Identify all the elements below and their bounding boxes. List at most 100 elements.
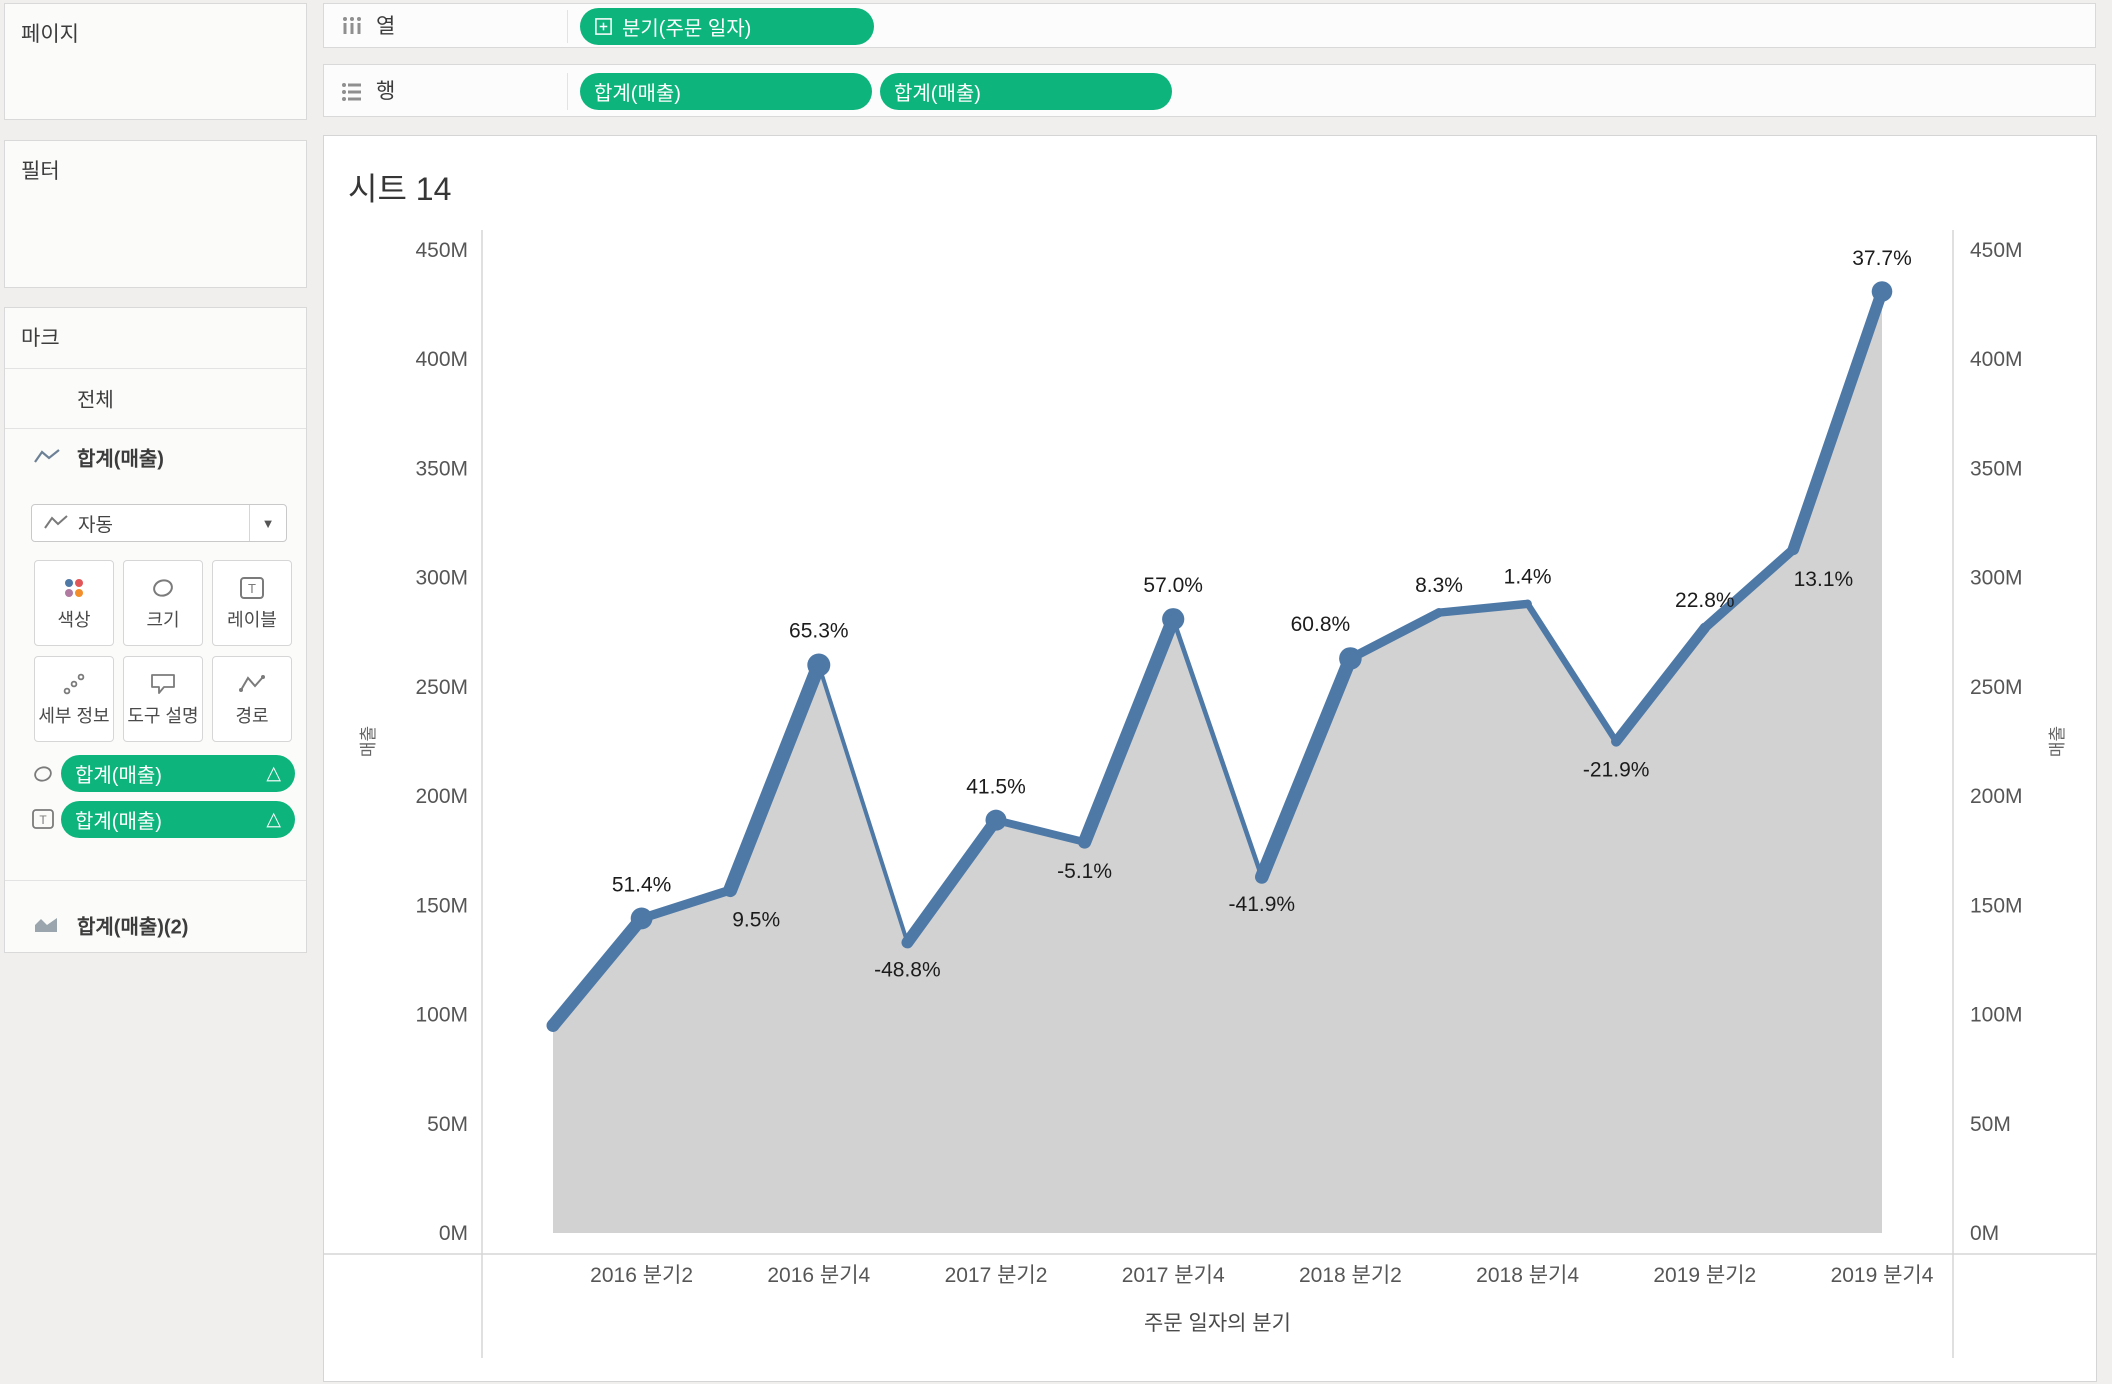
pages-shelf[interactable]: 페이지 <box>4 3 307 120</box>
label-button-label: 레이블 <box>227 610 277 630</box>
data-point-label: -21.9% <box>1583 759 1650 782</box>
y-axis-tick-right: 0M <box>1970 1222 1999 1245</box>
y-axis-tick-right: 250M <box>1970 676 2023 699</box>
data-point-marker[interactable] <box>1699 622 1710 634</box>
filters-shelf[interactable]: 필터 <box>4 140 307 288</box>
data-point-marker[interactable] <box>905 940 910 945</box>
size-icon <box>124 574 202 602</box>
divider <box>567 73 568 110</box>
y-axis-tick-right: 350M <box>1970 457 2023 480</box>
line-segment[interactable] <box>637 885 735 923</box>
size-pill-label: 합계(매출) <box>75 765 162 787</box>
mark-type-dropdown[interactable]: 자동 ▼ <box>31 504 287 542</box>
data-point-marker[interactable] <box>1871 281 1893 302</box>
pages-title: 페이지 <box>21 23 79 46</box>
detail-button[interactable]: 세부 정보 <box>34 656 114 742</box>
path-button[interactable]: 경로 <box>212 656 292 742</box>
rows-shelf[interactable]: 행 합계(매출) 합계(매출) <box>323 64 2096 117</box>
size-button-label: 크기 <box>146 610 180 630</box>
label-button[interactable]: T 레이블 <box>212 560 292 646</box>
rows-pill-sales-2[interactable]: 합계(매출) <box>880 73 1172 110</box>
y-axis-tick-right: 450M <box>1970 239 2023 262</box>
y-axis-tick-right: 300M <box>1970 567 2023 590</box>
x-axis-tick: 2019 분기2 <box>1653 1264 1756 1287</box>
marks-title: 마크 <box>21 327 60 350</box>
data-point-marker[interactable] <box>1080 838 1089 846</box>
date-expand-icon[interactable] <box>594 17 613 36</box>
rows-pill-sales-2-label: 합계(매출) <box>894 83 981 105</box>
line-segment[interactable] <box>1254 651 1358 884</box>
line-segment[interactable] <box>1787 285 1888 556</box>
x-axis-tick: 2019 분기4 <box>1831 1264 1934 1287</box>
size-encoding-pill[interactable]: 합계(매출) △ <box>61 755 295 792</box>
line-segment[interactable] <box>901 814 1002 949</box>
data-point-marker[interactable] <box>725 885 735 895</box>
marks-card: 마크 전체 합계(매출) 자동 ▼ 색상 크기 T <box>4 307 307 953</box>
columns-pill-quarter[interactable]: 분기(주문 일자) <box>580 8 874 45</box>
y-axis-tick-right: 100M <box>1970 1004 2023 1027</box>
rows-pill-sales-1[interactable]: 합계(매출) <box>580 73 872 110</box>
area-chart-icon <box>33 916 59 934</box>
area-series[interactable] <box>553 291 1882 1233</box>
y-axis-title-right: 매출 <box>2048 726 2067 757</box>
data-point-marker[interactable] <box>1259 874 1265 880</box>
color-button-label: 색상 <box>57 610 91 630</box>
line-segment[interactable] <box>1700 544 1799 633</box>
path-button-label: 경로 <box>235 706 269 726</box>
color-button[interactable]: 색상 <box>34 560 114 646</box>
data-point-marker[interactable] <box>1788 544 1799 554</box>
y-axis-tick-right: 150M <box>1970 894 2023 917</box>
x-axis-tick: 2016 분기4 <box>767 1264 870 1287</box>
chevron-down-icon[interactable]: ▼ <box>249 505 286 541</box>
sheet-title: 시트 14 <box>348 171 452 207</box>
label-icon: T <box>213 574 291 602</box>
marks-all-tab[interactable]: 전체 <box>5 368 306 428</box>
line-segment[interactable] <box>546 912 649 1032</box>
data-point-marker[interactable] <box>1162 608 1185 631</box>
y-axis-title-left: 매출 <box>359 726 378 757</box>
data-point-marker[interactable] <box>1434 608 1444 618</box>
marks-tab-sales[interactable]: 합계(매출) <box>5 428 306 486</box>
x-axis-tick: 2018 분기4 <box>1476 1264 1579 1287</box>
filters-title: 필터 <box>21 160 60 183</box>
mark-type-value: 자동 <box>78 514 113 536</box>
tooltip-button[interactable]: 도구 설명 <box>123 656 203 742</box>
x-axis-tick: 2016 분기2 <box>590 1264 693 1287</box>
y-axis-tick-right: 200M <box>1970 785 2023 808</box>
marks-tab-sales2-label: 합계(매출)(2) <box>77 916 189 939</box>
data-point-marker[interactable] <box>630 907 653 930</box>
size-button[interactable]: 크기 <box>123 560 203 646</box>
line-segment[interactable] <box>816 663 910 945</box>
data-point-marker[interactable] <box>1613 738 1620 745</box>
data-point-marker[interactable] <box>985 809 1007 831</box>
rows-pill-sales-1-label: 합계(매출) <box>594 83 681 105</box>
rows-shelf-label: 행 <box>376 80 396 103</box>
line-segment[interactable] <box>1524 600 1620 745</box>
detail-button-label: 세부 정보 <box>38 706 110 726</box>
data-point-marker[interactable] <box>546 1019 560 1032</box>
marks-tab-sales2[interactable]: 합계(매출)(2) <box>5 896 306 954</box>
y-axis-tick-left: 0M <box>439 1222 468 1245</box>
divider <box>5 368 306 369</box>
divider <box>567 10 568 43</box>
line-segment[interactable] <box>1345 608 1444 663</box>
line-segment[interactable] <box>1170 616 1265 880</box>
line-segment[interactable] <box>1434 599 1532 617</box>
data-point-marker[interactable] <box>1523 599 1532 609</box>
data-point-label: -48.8% <box>874 958 941 981</box>
line-segment[interactable] <box>1077 612 1180 849</box>
data-point-label: 8.3% <box>1415 574 1463 597</box>
data-point-label: 57.0% <box>1143 574 1203 597</box>
line-segment[interactable] <box>1611 622 1710 747</box>
x-axis-tick: 2017 분기2 <box>945 1264 1048 1287</box>
line-segment[interactable] <box>992 816 1089 846</box>
label-encoding-pill[interactable]: 합계(매출) △ <box>61 801 295 838</box>
data-point-marker[interactable] <box>807 653 831 677</box>
data-point-marker[interactable] <box>1339 647 1362 670</box>
line-segment[interactable] <box>723 658 826 898</box>
tooltip-button-label: 도구 설명 <box>127 706 199 726</box>
size-encoding-icon <box>31 763 55 785</box>
label-pill-label: 합계(매출) <box>75 811 162 833</box>
columns-shelf[interactable]: 열 분기(주문 일자) <box>323 3 2096 48</box>
automatic-mark-icon <box>44 515 68 531</box>
